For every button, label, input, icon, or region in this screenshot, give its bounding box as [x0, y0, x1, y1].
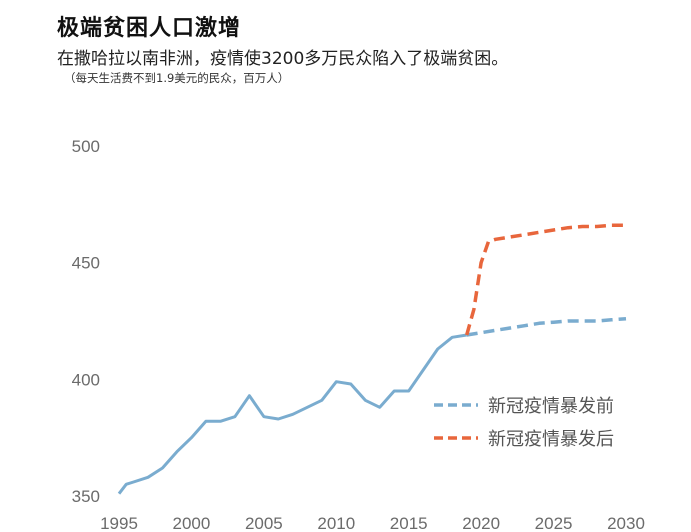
y-tick-label: 500 [72, 137, 100, 156]
legend-label: 新冠疫情暴发前 [488, 396, 614, 417]
x-tick-label: 2025 [535, 514, 573, 532]
x-tick-label: 1995 [100, 514, 138, 532]
y-tick-label: 450 [72, 254, 100, 273]
chart-subtitle: 在撒哈拉以南非洲，疫情使3200多万民众陷入了极端贫困。 [57, 49, 509, 69]
x-tick-label: 2020 [462, 514, 500, 532]
x-tick-label: 2010 [317, 514, 355, 532]
x-tick-label: 2000 [173, 514, 211, 532]
pre-covid-series-line-dashed [466, 316, 627, 337]
x-tick-label: 2015 [390, 514, 428, 532]
chart-title: 极端贫困人口激增 [57, 16, 242, 41]
pre-covid-series-line-solid [117, 333, 467, 495]
x-tick-label: 2030 [607, 514, 645, 532]
series-lines [117, 223, 627, 495]
chart-unit-note: （每天生活费不到1.9美元的民众，百万人） [64, 71, 290, 85]
y-tick-label: 400 [72, 370, 100, 389]
y-tick-label: 350 [72, 487, 100, 506]
x-tick-label: 2005 [245, 514, 283, 532]
x-axis-ticks: 1995 2000 2005 2010 2015 2020 2025 2030 [100, 514, 645, 532]
post-covid-series-line-dashed [465, 223, 626, 336]
y-axis-ticks: 350 400 450 500 [72, 137, 100, 506]
legend-label: 新冠疫情暴发后 [488, 429, 614, 450]
